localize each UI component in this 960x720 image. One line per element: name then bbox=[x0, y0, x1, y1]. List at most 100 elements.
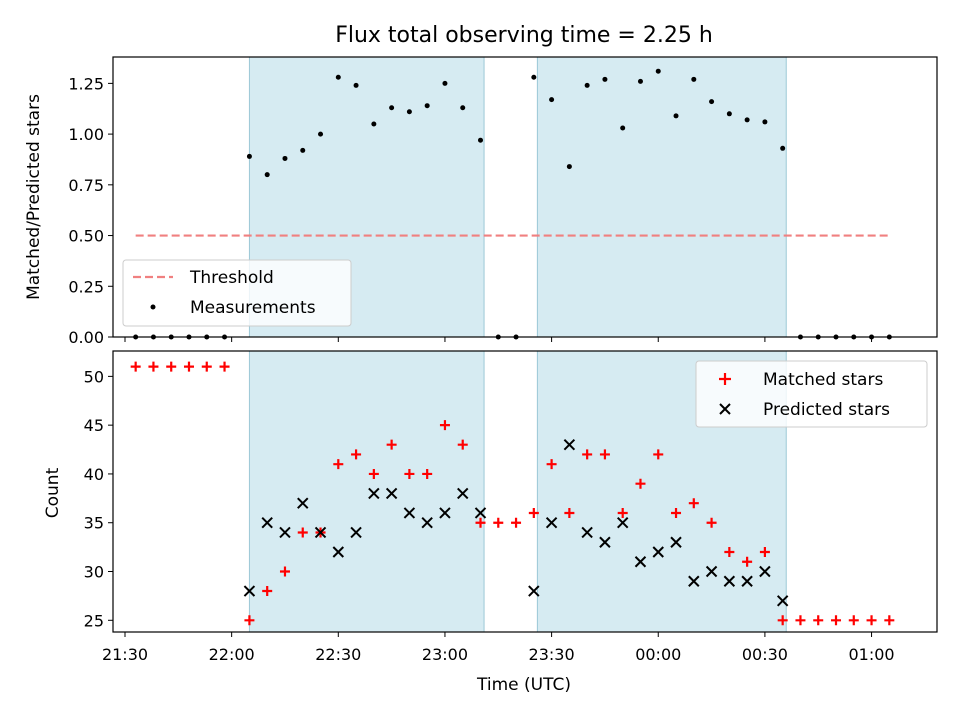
predicted-stars-point bbox=[634, 556, 647, 568]
x-tick-label: 00:30 bbox=[742, 645, 788, 664]
predicted-stars-point bbox=[581, 526, 593, 539]
predicted-stars-point bbox=[599, 536, 611, 548]
y-tick-label: 0.75 bbox=[68, 176, 104, 195]
matched-stars-point bbox=[688, 498, 699, 509]
top-legend-frame bbox=[122, 259, 352, 327]
y-tick-label: 40 bbox=[84, 465, 104, 484]
matched-stars-point bbox=[183, 361, 194, 372]
measurement-point bbox=[264, 172, 270, 178]
predicted-stars-point bbox=[439, 507, 451, 519]
plot-frame bbox=[112, 56, 938, 338]
predicted-stars-point bbox=[457, 487, 469, 500]
legend-measurements-label: Measurements bbox=[190, 298, 316, 318]
predicted-stars-point bbox=[741, 575, 753, 587]
measurement-point bbox=[282, 155, 288, 161]
matched-stars-point bbox=[166, 361, 177, 372]
predicted-stars-point bbox=[545, 517, 558, 529]
predicted-stars-point bbox=[297, 497, 309, 509]
measurement-point bbox=[584, 82, 590, 88]
measurement-point bbox=[406, 109, 412, 115]
matched-stars-point bbox=[564, 507, 575, 518]
y-tick-label: 35 bbox=[84, 514, 104, 533]
x-axis-label: Time (UTC) bbox=[476, 675, 571, 695]
matched-stars-point bbox=[546, 459, 557, 470]
predicted-stars-point bbox=[421, 517, 433, 529]
matched-stars-point bbox=[386, 439, 397, 450]
matched-stars-point bbox=[219, 361, 230, 372]
measurement-point bbox=[726, 111, 732, 117]
y-tick-label: 1.00 bbox=[68, 125, 104, 144]
measurement-point bbox=[780, 145, 786, 151]
measurement-point bbox=[637, 78, 643, 84]
y-tick-label: 1.25 bbox=[68, 74, 104, 93]
y-tick-label: 50 bbox=[84, 367, 104, 386]
measurement-point bbox=[318, 131, 324, 137]
measurement-point bbox=[709, 99, 715, 105]
x-tick-label: 22:00 bbox=[209, 645, 255, 664]
matched-stars-point bbox=[866, 615, 877, 626]
matched-stars-point bbox=[582, 449, 593, 460]
matched-stars-point bbox=[244, 615, 255, 626]
measurement-point bbox=[246, 153, 252, 159]
matched-stars-point bbox=[333, 459, 344, 470]
bottom-y-axis-label: Count bbox=[43, 467, 63, 518]
measurement-point bbox=[762, 119, 768, 125]
x-tick-label: 00:00 bbox=[635, 645, 681, 664]
matched-stars-point bbox=[422, 468, 433, 479]
y-tick-label: 25 bbox=[84, 611, 104, 630]
matched-stars-point bbox=[848, 615, 859, 626]
predicted-stars-point bbox=[723, 575, 736, 587]
legend-matched-label: Matched stars bbox=[763, 370, 883, 390]
measurement-point bbox=[673, 113, 679, 119]
matched-stars-point bbox=[351, 449, 362, 460]
matched-stars-point bbox=[742, 556, 753, 567]
measurement-point bbox=[389, 105, 395, 111]
measurement-point bbox=[602, 76, 608, 82]
matched-stars-point bbox=[759, 546, 770, 557]
predicted-stars-point bbox=[670, 536, 682, 548]
x-tick-label: 23:30 bbox=[529, 645, 575, 664]
legend-predicted-swatch bbox=[719, 403, 731, 415]
matched-stars-point bbox=[724, 546, 735, 557]
measurement-point bbox=[335, 74, 341, 80]
matched-stars-point bbox=[475, 517, 486, 528]
matched-stars-point bbox=[706, 517, 717, 528]
matched-stars-point bbox=[813, 615, 824, 626]
measurement-point bbox=[460, 105, 466, 111]
predicted-stars-point bbox=[368, 487, 380, 500]
matched-stars-point bbox=[831, 615, 841, 626]
predicted-stars-point bbox=[528, 585, 540, 597]
top-legend: Threshold Measurements bbox=[122, 259, 352, 327]
x-tick-label: 21:30 bbox=[102, 645, 148, 664]
predicted-stars-point bbox=[759, 565, 771, 578]
measurement-point bbox=[566, 164, 572, 170]
bottom-panel bbox=[108, 350, 938, 633]
measurement-point bbox=[300, 147, 306, 153]
y-tick-label: 0.50 bbox=[68, 227, 104, 246]
matched-stars-point bbox=[439, 420, 450, 431]
measurement-point bbox=[371, 121, 377, 127]
legend-threshold-label: Threshold bbox=[189, 268, 274, 288]
predicted-stars-point bbox=[563, 438, 576, 451]
legend-measurements-swatch bbox=[150, 304, 156, 310]
top-y-axis-label: Matched/Predicted stars bbox=[24, 94, 44, 300]
measurement-point bbox=[442, 80, 448, 86]
matched-stars-point bbox=[653, 449, 664, 460]
predicted-stars-point bbox=[314, 526, 327, 539]
x-tick-label: 23:00 bbox=[422, 645, 468, 664]
predicted-stars-point bbox=[688, 575, 700, 587]
predicted-stars-point bbox=[261, 517, 273, 529]
y-tick-label: 0.25 bbox=[68, 277, 104, 296]
predicted-stars-point bbox=[350, 526, 362, 539]
predicted-stars-point bbox=[243, 585, 256, 597]
x-tick-label: 22:30 bbox=[315, 645, 361, 664]
plots-layer: 0.00 0.25 0.50 0.75 1.00 1.25 25 30 35 40 45 50 21:3… bbox=[68, 56, 938, 664]
y-tick-label: 45 bbox=[84, 416, 104, 435]
y-tick-label: 0.00 bbox=[68, 328, 104, 347]
matched-stars-point bbox=[671, 507, 682, 518]
matched-stars-point bbox=[404, 468, 415, 479]
measurement-point bbox=[478, 137, 483, 143]
bottom-legend-frame bbox=[695, 360, 928, 428]
matched-stars-point bbox=[279, 566, 290, 577]
